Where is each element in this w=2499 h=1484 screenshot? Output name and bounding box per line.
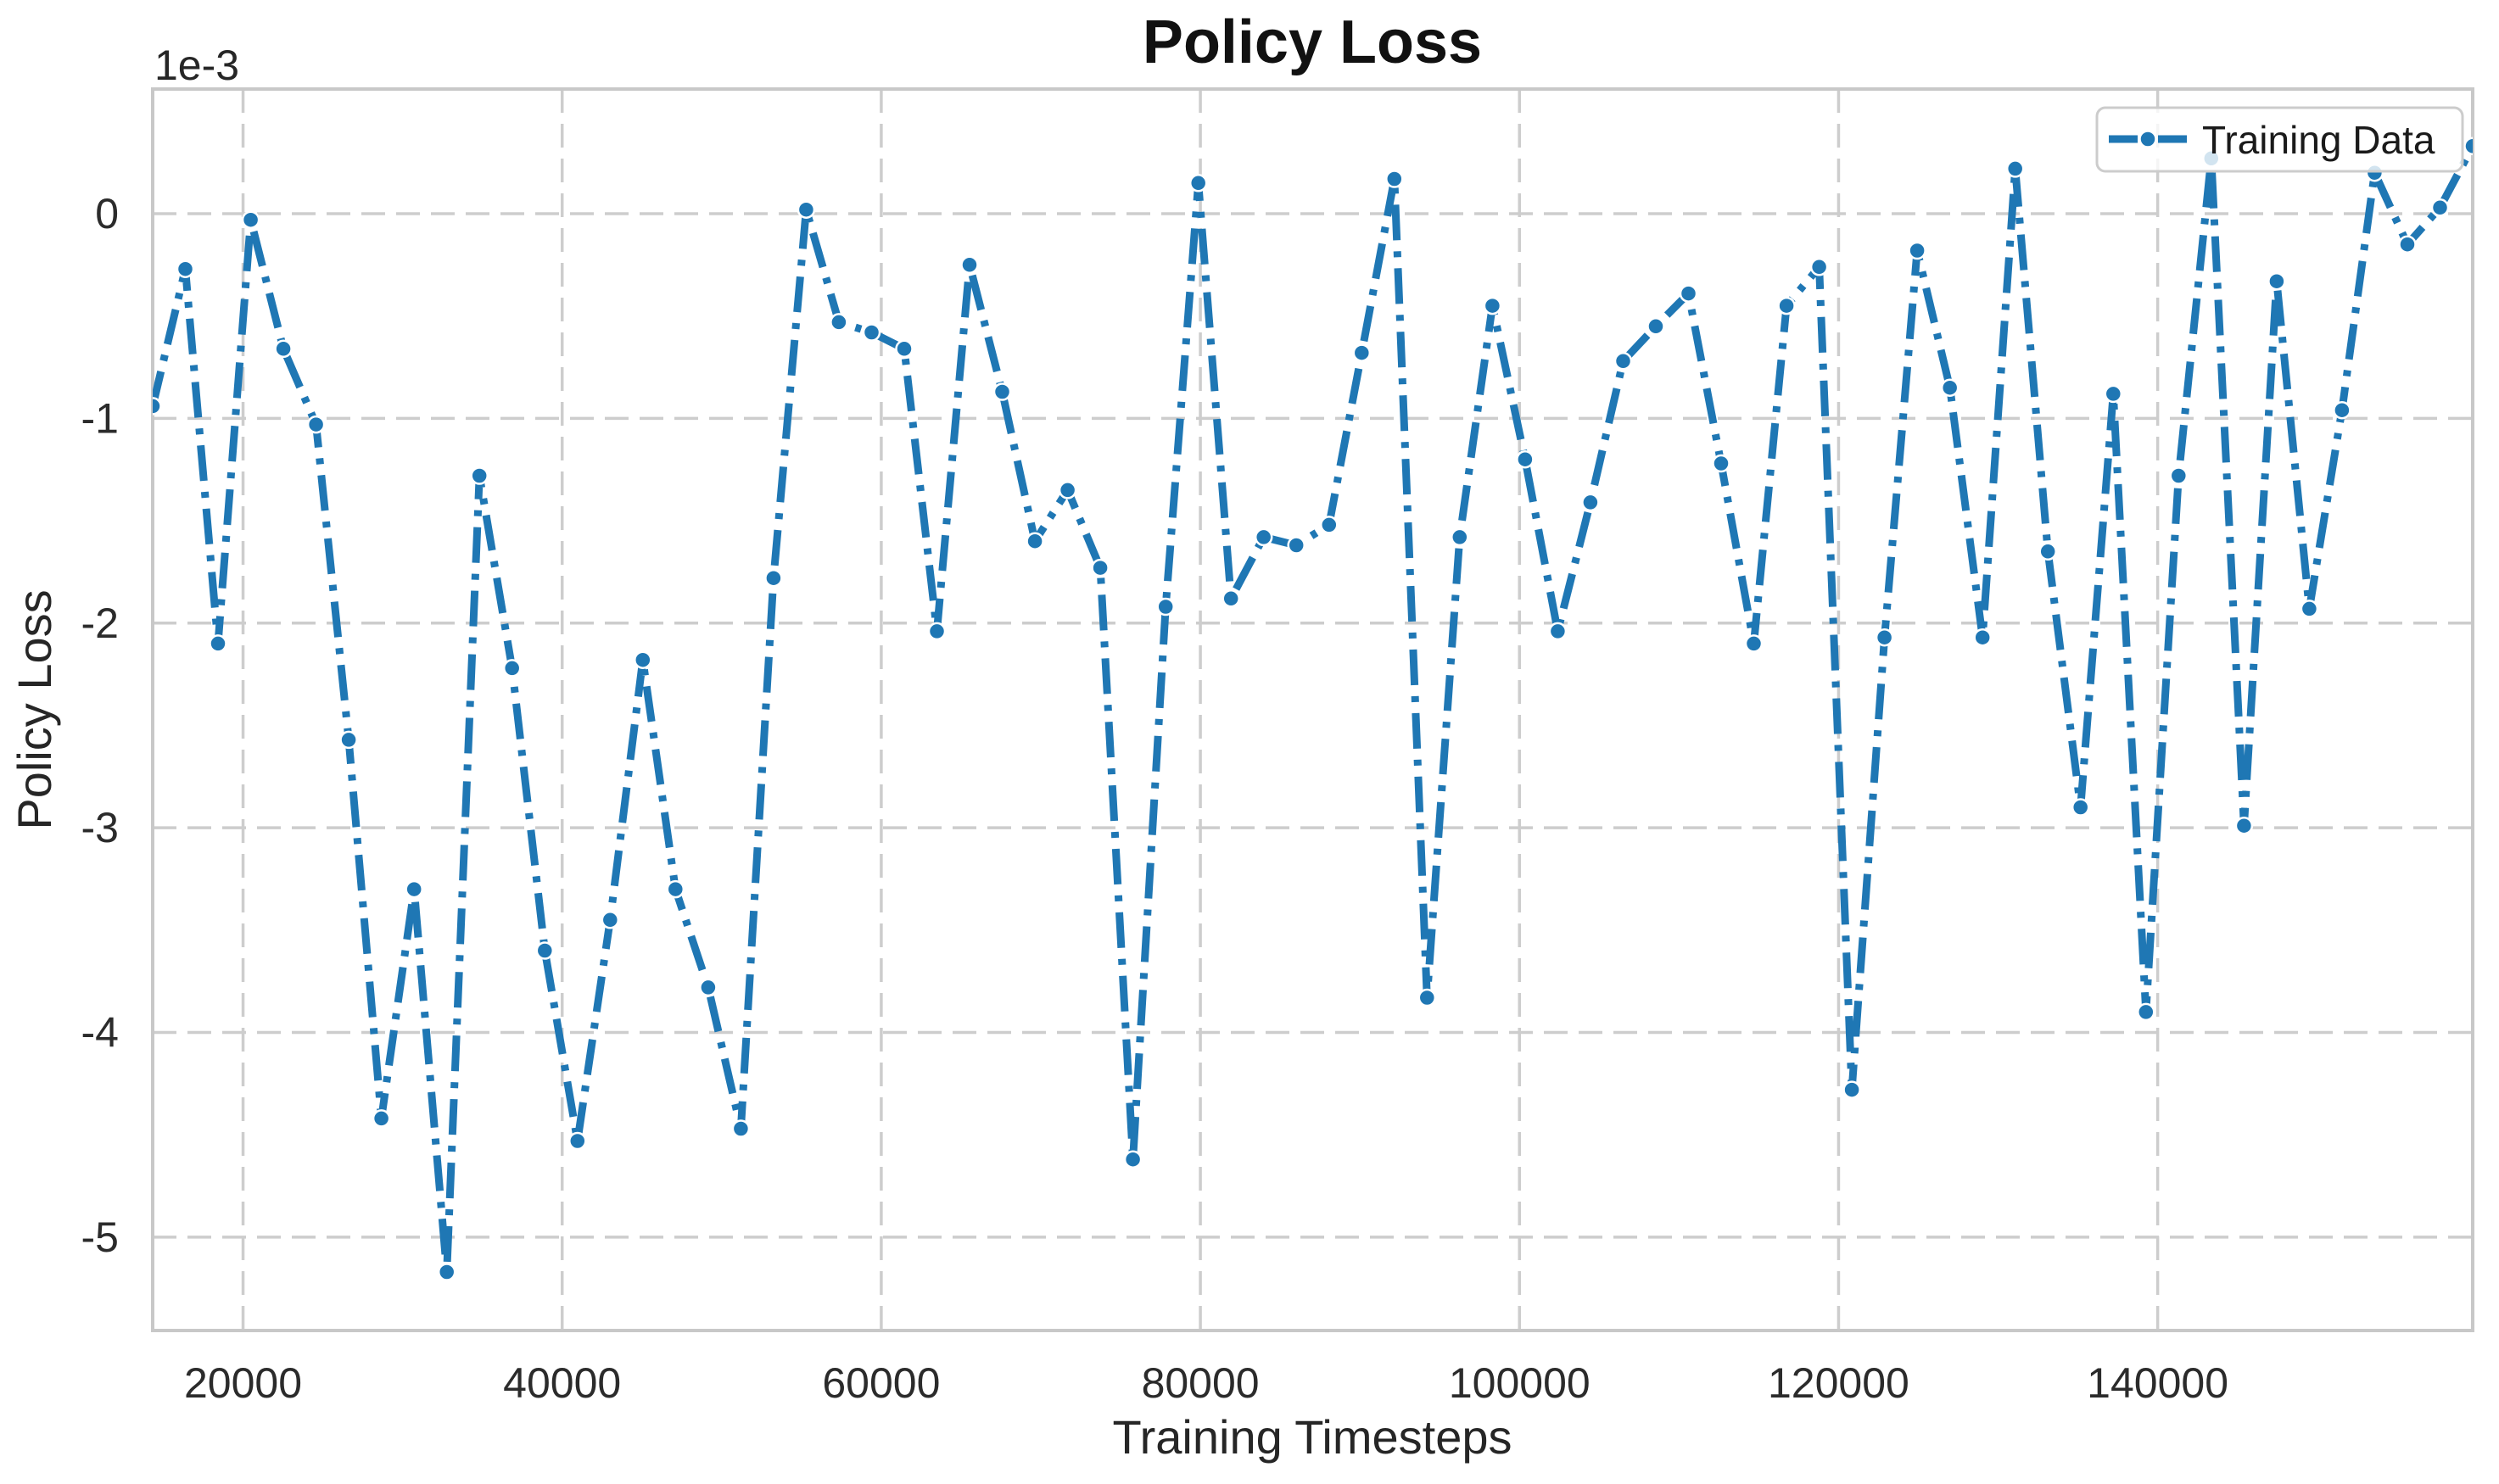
data-point-marker xyxy=(830,313,848,332)
data-point-marker xyxy=(1613,352,1633,371)
data-point-marker xyxy=(699,978,718,997)
data-point-marker xyxy=(306,415,326,434)
data-point-marker xyxy=(176,259,195,278)
data-point-marker xyxy=(1777,296,1796,315)
training-data-series xyxy=(153,137,2473,1281)
data-point-marker xyxy=(274,339,293,359)
data-point-marker xyxy=(1875,628,1894,647)
data-point-marker xyxy=(927,622,947,641)
data-point-marker xyxy=(405,879,423,899)
data-point-marker xyxy=(1483,296,1502,315)
data-point-marker xyxy=(1451,527,1469,547)
gridlines xyxy=(153,89,2473,1331)
legend-box xyxy=(2095,106,2464,173)
x-tick-label: 40000 xyxy=(503,1359,621,1407)
data-point-marker xyxy=(1188,174,1208,192)
data-point-marker xyxy=(1352,343,1372,362)
data-point-marker xyxy=(2300,600,2319,618)
data-point-marker xyxy=(1254,527,1273,547)
series-line xyxy=(153,144,2473,1276)
x-tick-label: 120000 xyxy=(1768,1359,1909,1407)
data-point-marker xyxy=(209,634,227,653)
data-point-marker xyxy=(1091,558,1110,577)
x-tick-labels: 20000 40000 60000 80000 100000 120000 140000 xyxy=(184,1359,2228,1407)
y-tick-label: -4 xyxy=(81,1009,119,1057)
y-tick-labels: 0 -1 -2 -3 -4 -5 xyxy=(81,190,119,1261)
data-point-marker xyxy=(634,650,652,669)
data-point-marker xyxy=(1679,284,1698,303)
y-axis-offset-label: 1e-3 xyxy=(154,42,239,89)
data-point-marker xyxy=(1646,317,1665,336)
data-point-marker xyxy=(1940,378,1960,397)
data-point-marker xyxy=(2398,235,2417,254)
legend: Training Data xyxy=(2095,106,2464,173)
data-point-marker xyxy=(372,1109,391,1128)
data-point-marker xyxy=(895,339,914,359)
x-tick-label: 20000 xyxy=(184,1359,302,1407)
data-point-marker xyxy=(992,382,1012,401)
data-point-marker xyxy=(2038,542,2057,561)
data-point-marker xyxy=(1287,536,1305,555)
data-point-marker xyxy=(1222,589,1240,608)
data-point-marker xyxy=(1320,516,1339,534)
data-point-marker xyxy=(470,466,489,485)
chart-title: Policy Loss xyxy=(1143,8,1482,76)
data-point-marker xyxy=(1123,1150,1143,1169)
data-point-marker xyxy=(1908,241,1926,260)
y-tick-label: -1 xyxy=(81,394,119,442)
data-point-marker xyxy=(153,397,162,416)
data-point-marker xyxy=(1026,532,1044,550)
data-point-marker xyxy=(1516,449,1535,469)
data-point-marker xyxy=(339,730,358,750)
data-point-marker xyxy=(601,911,620,929)
data-point-marker xyxy=(2234,816,2254,835)
x-axis-label: Training Timesteps xyxy=(1113,1410,1512,1464)
y-tick-label: 0 xyxy=(95,190,119,237)
x-tick-label: 60000 xyxy=(822,1359,940,1407)
data-point-marker xyxy=(2104,384,2123,404)
x-tick-label: 140000 xyxy=(2087,1359,2228,1407)
data-point-marker xyxy=(2463,137,2473,156)
x-tick-label: 80000 xyxy=(1142,1359,1260,1407)
y-tick-label: -5 xyxy=(81,1213,119,1261)
x-tick-label: 100000 xyxy=(1449,1359,1591,1407)
y-tick-label: -3 xyxy=(81,804,119,851)
data-point-marker xyxy=(1417,988,1437,1007)
plot-border xyxy=(151,87,2474,1332)
data-point-marker xyxy=(2005,159,2025,178)
legend-label: Training Data xyxy=(2202,118,2435,162)
data-point-marker xyxy=(1973,628,1992,647)
data-point-marker xyxy=(797,200,816,219)
data-point-marker xyxy=(1548,622,1568,641)
data-point-marker xyxy=(1156,597,1175,616)
data-point-marker xyxy=(2137,1002,2155,1022)
y-axis-label: Policy Loss xyxy=(8,589,61,829)
data-point-marker xyxy=(2071,798,2090,817)
data-point-marker xyxy=(1385,170,1404,188)
data-point-marker xyxy=(1809,258,1829,276)
data-point-marker xyxy=(862,323,881,342)
data-point-marker xyxy=(241,210,260,229)
data-point-marker xyxy=(1058,481,1077,499)
data-point-marker xyxy=(1744,634,1764,653)
data-point-marker xyxy=(2430,198,2450,217)
data-point-marker xyxy=(2267,271,2286,291)
data-point-marker xyxy=(1842,1080,1861,1099)
legend-sample-marker-icon xyxy=(2138,130,2157,148)
data-point-marker xyxy=(764,568,783,588)
y-tick-label: -2 xyxy=(81,600,119,647)
data-point-marker xyxy=(502,659,522,678)
data-point-marker xyxy=(437,1263,456,1281)
data-point-marker xyxy=(1581,493,1600,512)
data-point-marker xyxy=(2333,400,2351,420)
data-point-marker xyxy=(731,1119,751,1138)
data-point-marker xyxy=(960,255,979,275)
data-point-marker xyxy=(666,879,685,899)
data-point-marker xyxy=(535,941,555,960)
data-point-marker xyxy=(568,1131,587,1151)
data-point-marker xyxy=(1712,454,1730,473)
data-point-marker xyxy=(2169,466,2189,485)
